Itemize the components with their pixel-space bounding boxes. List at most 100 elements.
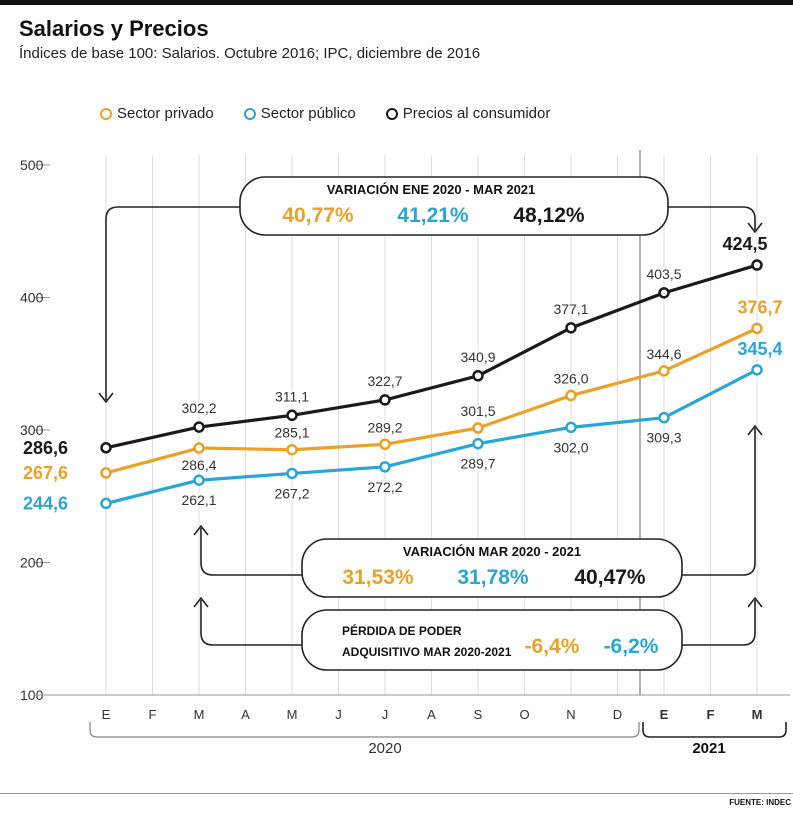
data-label-precios: 286,6 bbox=[23, 438, 68, 458]
point-precios bbox=[565, 322, 577, 334]
callout-value-publico: 41,21% bbox=[397, 204, 469, 227]
point-publico bbox=[565, 421, 577, 434]
data-label-privado: 286,4 bbox=[181, 457, 216, 473]
bracket-2020 bbox=[89, 722, 640, 738]
data-labels: 286,6 302,2 311,1 322,7 340,9 377,1 403,5 424,5… bbox=[22, 233, 785, 515]
gridlines bbox=[105, 150, 758, 695]
callout-value-privado: 31,53% bbox=[342, 566, 414, 589]
y-tick-label: 100 bbox=[20, 687, 44, 703]
x-tick-label: S bbox=[474, 707, 483, 722]
callout-title-line1: PÉRDIDA DE PODER bbox=[342, 623, 462, 638]
point-precios bbox=[193, 421, 205, 433]
callout-title: VARIACIÓN ENE 2020 - MAR 2021 bbox=[327, 182, 536, 197]
data-label-privado: 285,1 bbox=[274, 425, 309, 441]
data-label-privado: 267,6 bbox=[23, 463, 68, 483]
point-publico bbox=[751, 364, 763, 376]
point-precios bbox=[379, 394, 391, 406]
y-tick-label: 500 bbox=[20, 157, 44, 173]
point-privado bbox=[472, 422, 484, 434]
arrowhead-down-right-icon bbox=[747, 222, 763, 234]
legend-item-precios: Precios al consumidor bbox=[385, 105, 551, 122]
legend-label-precios: Precios al consumidor bbox=[402, 105, 551, 122]
y-tick-label: 200 bbox=[20, 555, 44, 571]
point-privado bbox=[565, 389, 577, 402]
callout-value-privado: -6,4% bbox=[525, 635, 580, 658]
x-tick-label: A bbox=[427, 707, 436, 722]
callout-arrowheads bbox=[98, 222, 763, 608]
point-publico bbox=[472, 437, 484, 450]
point-publico bbox=[658, 411, 670, 424]
x-tick-label: O bbox=[519, 707, 529, 722]
arrowhead-up-m21-bottom-icon bbox=[747, 596, 763, 608]
point-publico bbox=[379, 461, 391, 473]
data-label-publico: 272,2 bbox=[367, 479, 402, 495]
x-tick-label: N bbox=[566, 707, 575, 722]
year-label-2020: 2020 bbox=[368, 740, 401, 757]
point-privado bbox=[286, 443, 298, 456]
legend-marker-privado bbox=[100, 107, 112, 120]
callout-variacion-mar2020-2021: VARIACIÓN MAR 2020 - 2021 31,53% 31,78% … bbox=[301, 538, 683, 598]
point-privado bbox=[100, 467, 112, 479]
connector-top-right bbox=[668, 206, 756, 230]
connector-mid-left bbox=[200, 528, 302, 576]
callout-value-precios: 48,12% bbox=[513, 204, 585, 227]
data-label-publico: 345,4 bbox=[737, 339, 782, 359]
top-rule bbox=[0, 0, 793, 5]
series-line-privado bbox=[105, 326, 758, 475]
arrowhead-up-m21-icon bbox=[747, 424, 763, 436]
data-label-privado: 289,2 bbox=[367, 419, 402, 435]
point-privado bbox=[658, 365, 670, 377]
series-markers bbox=[100, 259, 763, 510]
x-tick-label: M bbox=[194, 707, 205, 722]
legend-item-publico: Sector público bbox=[243, 105, 356, 122]
line-chart: 100 200 300 400 500 E F M A M J J A S O N D E F M 286,6 302… bbox=[20, 150, 790, 757]
x-tick-label: J bbox=[335, 707, 342, 722]
legend-item-privado: Sector privado bbox=[100, 105, 214, 122]
series-lines bbox=[105, 263, 758, 505]
data-label-publico: 302,0 bbox=[553, 439, 588, 455]
callout-value-publico: 31,78% bbox=[457, 566, 529, 589]
connector-bottom-right bbox=[682, 600, 756, 646]
data-label-publico: 262,1 bbox=[181, 492, 216, 508]
callout-box bbox=[301, 538, 683, 598]
arrowhead-up-m-bottom-icon bbox=[193, 596, 209, 608]
callout-value-precios: 40,47% bbox=[574, 566, 646, 589]
data-label-privado: 344,6 bbox=[646, 346, 681, 362]
series-line-publico bbox=[105, 368, 758, 505]
callout-connectors bbox=[105, 206, 756, 646]
point-privado bbox=[193, 442, 205, 454]
chart-title: Salarios y Precios bbox=[19, 16, 209, 41]
x-tick-label: M bbox=[287, 707, 298, 722]
data-label-precios: 311,1 bbox=[275, 388, 309, 404]
legend: Sector privado Sector público Precios al… bbox=[100, 105, 550, 122]
arrowhead-down-left-icon bbox=[98, 392, 114, 404]
series-line-precios bbox=[105, 263, 758, 450]
x-tick-label: E bbox=[660, 707, 669, 722]
point-precios bbox=[100, 442, 112, 454]
legend-marker-publico bbox=[243, 107, 256, 120]
bracket-2021 bbox=[642, 722, 787, 738]
data-label-precios: 403,5 bbox=[646, 266, 681, 282]
x-tick-label: A bbox=[241, 707, 250, 722]
point-privado bbox=[379, 438, 391, 451]
x-tick-label: F bbox=[707, 707, 715, 722]
y-tick-label: 400 bbox=[20, 290, 44, 306]
data-label-precios: 377,1 bbox=[553, 301, 588, 317]
data-label-privado: 326,0 bbox=[553, 371, 588, 387]
x-tick-label: E bbox=[102, 707, 111, 722]
callout-perdida-poder-adquisitivo: PÉRDIDA DE PODER ADQUISITIVO MAR 2020-20… bbox=[301, 609, 683, 671]
year-label-2021: 2021 bbox=[692, 740, 725, 757]
callout-title: VARIACIÓN MAR 2020 - 2021 bbox=[403, 544, 581, 559]
data-label-privado: 301,5 bbox=[460, 403, 495, 419]
callout-title-line2: ADQUISITIVO MAR 2020-2021 bbox=[342, 645, 512, 659]
data-label-precios: 322,7 bbox=[367, 373, 402, 389]
source-note: FUENTE: INDEC bbox=[729, 798, 791, 807]
x-tick-label: D bbox=[613, 707, 622, 722]
arrowhead-up-m-icon bbox=[193, 524, 209, 536]
connector-top-left bbox=[105, 206, 240, 400]
x-tick-label: J bbox=[382, 707, 389, 722]
x-tick-label: M bbox=[752, 707, 763, 722]
footer-rule bbox=[0, 793, 793, 794]
callout-value-publico: -6,2% bbox=[604, 635, 659, 658]
